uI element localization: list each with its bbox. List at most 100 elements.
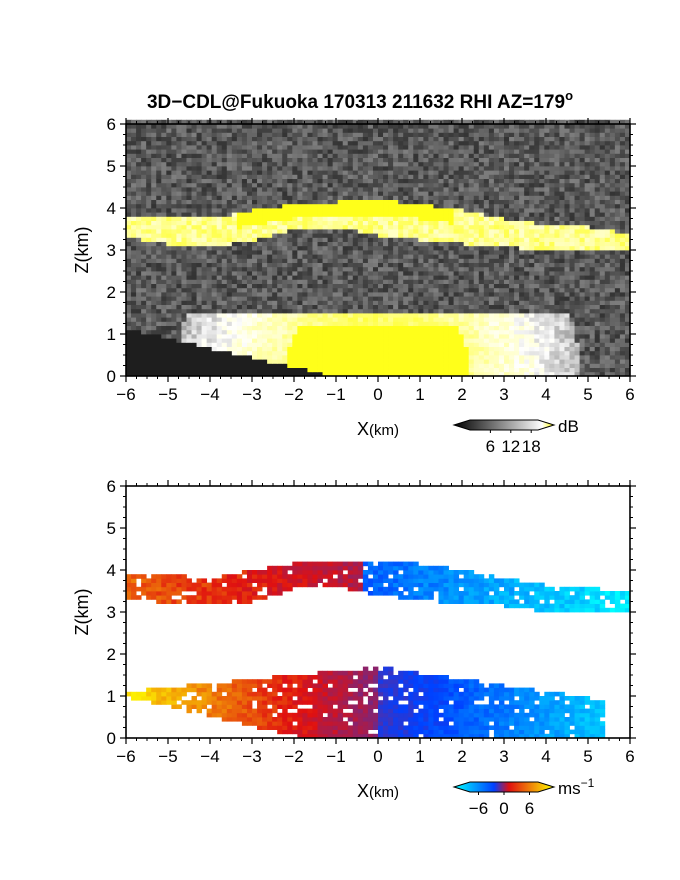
intensity-cell — [327, 124, 334, 129]
intensity-cell — [423, 153, 429, 158]
intensity-cell — [166, 191, 172, 196]
intensity-cell — [196, 254, 202, 259]
intensity-cell — [216, 342, 223, 347]
intensity-cell — [458, 187, 465, 192]
intensity-cell — [534, 157, 540, 163]
intensity-cell — [146, 245, 152, 251]
intensity-cell — [322, 296, 328, 301]
intensity-cell — [277, 359, 283, 364]
intensity-cell — [292, 216, 298, 221]
intensity-cell — [488, 178, 495, 184]
intensity-cell — [413, 145, 419, 150]
intensity-cell — [156, 149, 162, 154]
intensity-cell — [211, 317, 218, 322]
intensity-cell — [231, 254, 238, 259]
intensity-cell — [463, 241, 470, 247]
intensity-cell — [342, 296, 349, 301]
intensity-cell — [519, 182, 525, 188]
intensity-cell — [166, 145, 172, 150]
intensity-cell — [176, 124, 182, 129]
intensity-cell — [317, 136, 323, 142]
intensity-cell — [166, 203, 172, 209]
intensity-cell — [418, 359, 424, 364]
intensity-cell — [347, 334, 354, 339]
intensity-cell — [352, 187, 359, 192]
intensity-cell — [504, 342, 510, 347]
intensity-cell — [151, 296, 157, 301]
intensity-cell — [267, 132, 273, 137]
intensity-cell — [196, 212, 202, 217]
intensity-cell — [483, 271, 490, 276]
intensity-cell — [176, 161, 182, 167]
intensity-cell — [166, 275, 172, 280]
intensity-cell — [408, 229, 414, 234]
intensity-cell — [539, 161, 545, 167]
intensity-cell — [201, 334, 208, 339]
intensity-cell — [443, 229, 449, 234]
intensity-cell — [146, 161, 152, 167]
intensity-cell — [468, 212, 475, 217]
intensity-cell — [519, 355, 525, 360]
intensity-cell — [438, 313, 444, 318]
intensity-cell — [378, 233, 384, 238]
intensity-cell — [367, 178, 374, 184]
intensity-cell — [196, 140, 202, 146]
intensity-cell — [246, 145, 253, 150]
intensity-cell — [378, 283, 384, 289]
intensity-cell — [267, 191, 273, 196]
intensity-cell — [549, 342, 555, 347]
intensity-cell — [352, 229, 359, 234]
intensity-cell — [292, 262, 298, 268]
intensity-cell — [504, 266, 510, 272]
intensity-cell — [483, 262, 490, 268]
intensity-cell — [191, 245, 197, 251]
intensity-cell — [297, 145, 303, 150]
intensity-cell — [161, 224, 167, 230]
intensity-cell — [322, 178, 328, 184]
intensity-cell — [252, 216, 258, 221]
intensity-cell — [423, 149, 429, 154]
intensity-cell — [136, 145, 142, 150]
intensity-cell — [408, 153, 414, 158]
intensity-cell — [554, 229, 560, 234]
intensity-cell — [539, 346, 545, 352]
intensity-cell — [151, 308, 157, 314]
intensity-cell — [357, 233, 364, 238]
intensity-cell — [367, 355, 374, 360]
intensity-cell — [226, 132, 233, 137]
intensity-cell — [398, 203, 404, 209]
intensity-cell — [403, 128, 409, 133]
intensity-cell — [554, 279, 560, 284]
intensity-cell — [413, 275, 419, 280]
intensity-cell — [418, 363, 424, 368]
intensity-cell — [282, 313, 288, 318]
intensity-cell — [509, 237, 515, 242]
intensity-cell — [433, 308, 439, 314]
intensity-cell — [241, 157, 248, 163]
intensity-cell — [181, 124, 187, 129]
intensity-cell — [362, 203, 369, 209]
intensity-cell — [211, 241, 218, 247]
intensity-cell — [201, 292, 208, 297]
intensity-cell — [221, 313, 228, 318]
intensity-cell — [257, 338, 263, 343]
intensity-cell — [473, 308, 480, 314]
intensity-cell — [509, 266, 515, 272]
intensity-cell — [483, 334, 490, 339]
intensity-cell — [519, 329, 525, 335]
intensity-cell — [458, 191, 465, 196]
intensity-cell — [357, 250, 364, 255]
intensity-cell — [544, 271, 550, 276]
intensity-cell — [408, 170, 414, 175]
intensity-cell — [498, 367, 505, 373]
intensity-cell — [534, 245, 540, 251]
intensity-cell — [367, 119, 374, 125]
intensity-cell — [267, 119, 273, 125]
intensity-cell — [463, 359, 470, 364]
intensity-cell — [347, 367, 354, 373]
intensity-cell — [398, 153, 404, 158]
intensity-cell — [473, 140, 480, 146]
intensity-cell — [493, 250, 500, 255]
intensity-cell — [428, 132, 434, 137]
intensity-cell — [498, 245, 505, 251]
